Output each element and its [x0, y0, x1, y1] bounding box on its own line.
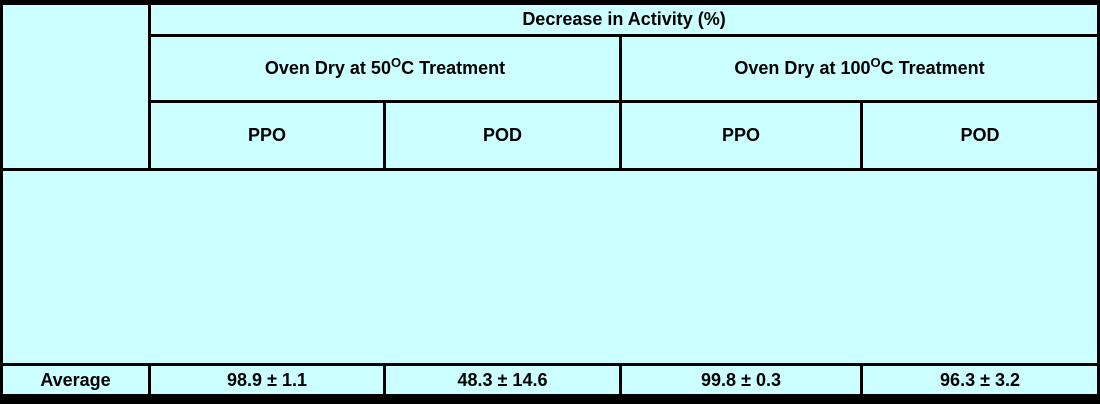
corner-cell — [0, 2, 151, 171]
col-header-pod-100c: POD — [859, 100, 1100, 171]
group-50c-superscript: O — [390, 55, 402, 70]
average-row: Average 98.9 ± 1.1 48.3 ± 14.6 99.8 ± 0.… — [0, 363, 1100, 397]
header-row-groups: Oven Dry at 50OC Treatment Oven Dry at 1… — [2, 34, 1100, 103]
redacted-area — [0, 168, 1100, 366]
group-100c-prefix: Oven Dry at 100 — [734, 58, 871, 78]
activity-table: Decrease in Activity (%) Oven Dry at 50O… — [0, 2, 1100, 397]
group-header-oven-dry-50c: Oven Dry at 50OC Treatment — [148, 34, 622, 103]
redacted-data-rows — [0, 168, 1100, 366]
group-100c-superscript: O — [870, 55, 881, 70]
table-title: Decrease in Activity (%) — [147, 2, 1100, 37]
col-header-pod-50c: POD — [383, 100, 622, 171]
col-header-ppo-50c: PPO — [148, 100, 386, 171]
average-row-label: Average — [0, 363, 151, 397]
group-50c-suffix: C Treatment — [401, 58, 506, 78]
average-value-pod-100c: 96.3 ± 3.2 — [859, 363, 1100, 397]
header-row-title: Decrease in Activity (%) — [0, 2, 1100, 171]
group-header-oven-dry-100c: Oven Dry at 100OC Treatment — [618, 34, 1100, 103]
group-100c-suffix: C Treatment — [880, 58, 985, 78]
average-value-pod-50c: 48.3 ± 14.6 — [383, 363, 622, 397]
col-header-ppo-100c: PPO — [619, 100, 863, 171]
group-50c-prefix: Oven Dry at 50 — [264, 58, 391, 78]
average-value-ppo-100c: 99.8 ± 0.3 — [619, 363, 863, 397]
header-row-columns: PPO POD PPO POD — [2, 100, 1100, 171]
average-value-ppo-50c: 98.9 ± 1.1 — [148, 363, 386, 397]
